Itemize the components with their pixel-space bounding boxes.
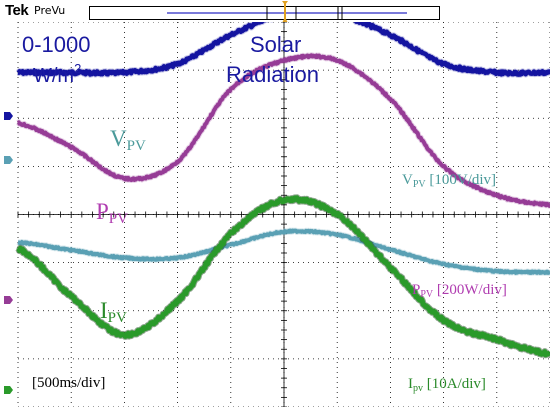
brand-logo: Tek: [5, 2, 29, 19]
ch1-marker-icon: [4, 112, 13, 120]
record-length-bar: [89, 6, 440, 20]
irradiance-unit-label: W/m2: [33, 61, 81, 87]
ch2-marker-icon: [4, 156, 13, 164]
record-bar-graphic: [167, 6, 407, 20]
ipv-trace-label-sub: PV: [108, 310, 127, 326]
oscilloscope-display: 0-1000 W/m2 Solar Radiation VPV PPV IPV …: [0, 22, 550, 407]
ch4-marker-icon: [4, 386, 13, 394]
vpv-scale-base: V: [402, 172, 413, 188]
ipv-scale-base: I: [408, 376, 413, 392]
series-4-trace: [16, 195, 550, 358]
traces: [15, 22, 550, 359]
ppv-trace-label-sub: PV: [109, 211, 128, 227]
irradiance-unit-base: W/m: [33, 65, 74, 87]
ppv-scale-base: P: [412, 282, 420, 298]
series-3-trace: [16, 53, 550, 208]
vpv-trace-label-base: V: [110, 126, 127, 151]
solar-label-line2: Radiation: [226, 62, 319, 87]
ppv-trace-label: PPV: [96, 199, 128, 227]
ppv-trace-label-base: P: [96, 199, 109, 224]
channel-markers: [4, 112, 13, 394]
scope-header: Tek PreVu: [0, 0, 550, 23]
timebase-label: [500ms/div]: [32, 375, 105, 391]
ppv-scale-sub: PV: [420, 289, 434, 300]
annotations: 0-1000 W/m2 Solar Radiation VPV PPV IPV …: [22, 32, 507, 394]
trigger-arrow-bottom: [282, 17, 288, 23]
ipv-scale-sub: pv: [413, 383, 423, 394]
ipv-scale-label: Ipv [10A/div]: [408, 376, 486, 394]
solar-label-line1: Solar: [250, 32, 301, 57]
ipv-scale-value: [10A/div]: [423, 376, 486, 392]
series-2-trace: [16, 228, 550, 275]
ipv-trace-label: IPV: [100, 298, 127, 326]
vpv-scale-label: VPV [100V/div]: [402, 172, 496, 190]
vpv-trace-label-sub: PV: [127, 138, 146, 154]
series-1-trace: [16, 22, 550, 77]
irradiance-range-label: 0-1000: [22, 32, 91, 57]
ppv-scale-value: [200W/div]: [433, 282, 507, 298]
vpv-trace-label: VPV: [110, 126, 146, 154]
view-window: [266, 6, 343, 20]
ipv-trace-label-base: I: [100, 298, 108, 323]
ch3-marker-icon: [4, 296, 13, 304]
vpv-scale-sub: PV: [413, 179, 427, 190]
vpv-scale-value: [100V/div]: [426, 172, 496, 188]
acquisition-mode: PreVu: [34, 4, 66, 17]
trigger-position-icon: [282, 1, 288, 23]
irradiance-unit-exponent: 2: [74, 61, 81, 76]
ppv-scale-label: PPV [200W/div]: [412, 282, 507, 300]
